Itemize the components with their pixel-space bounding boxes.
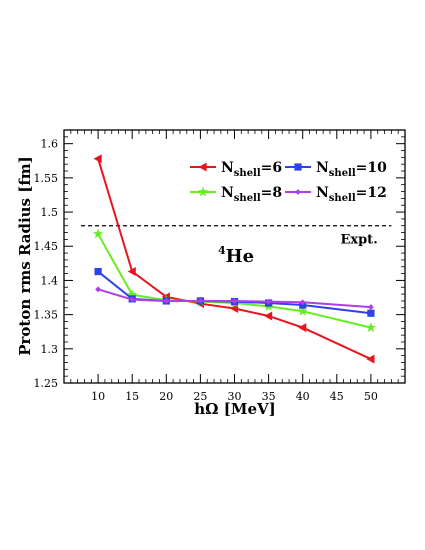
reference-line-group: Expt. [81,225,392,248]
data-point [366,354,375,364]
legend-label: Nshell=12 [316,185,387,204]
x-tick-label: 30 [228,390,242,403]
legend-marker [295,189,301,195]
y-tick-label: 1.25 [34,377,59,390]
data-point [95,286,102,293]
data-point [365,322,377,332]
data-point [93,154,102,164]
legend-item-4: Nshell=12 [285,185,387,204]
nucleus-annotation: 4He [218,244,254,267]
legend-item-3: Nshell=10 [285,160,387,179]
series-line [97,158,372,360]
data-point [367,304,374,311]
data-point [94,267,102,276]
series-line [97,233,372,329]
data-point [92,228,104,239]
legend-label: Nshell=10 [316,160,387,179]
legend: Nshell=6 Nshell=8 Nshell=10 Nshell=12 [190,160,387,204]
data-point [197,298,204,304]
series-line [97,288,371,309]
y-tick-label: 1.45 [34,240,59,253]
data-point [265,298,272,305]
series-layer [92,154,377,364]
x-tick-label: 10 [91,390,105,403]
data-point [129,296,136,303]
series-4 [95,286,374,311]
series-2 [92,228,377,332]
data-point [127,267,136,277]
x-tick-label: 15 [125,390,139,403]
y-axis-title: Proton rms Radius [fm] [16,156,34,356]
data-point [297,305,308,316]
series-1 [93,154,375,364]
x-tick-label: 40 [296,390,310,403]
y-tick-label: 1.5 [41,206,59,219]
expt-label: Expt. [340,233,377,248]
data-point [264,311,273,321]
legend-item-1: Nshell=6 [190,160,282,179]
tick-group: 10 15 20 25 30 35 40 45 50 1.25 1.3 1.35 1.4 1.45 1.5 1… [34,129,405,403]
y-tick-label: 1.35 [34,309,59,322]
legend-marker [294,163,302,171]
data-point [231,298,238,304]
x-tick-label: 25 [193,390,207,403]
legend-marker [197,186,209,197]
legend-label: Nshell=6 [221,160,282,179]
x-axis-title: hΩ [MeV] [194,400,275,418]
data-point [163,298,170,304]
y-tick-label: 1.6 [41,138,59,151]
data-point [298,323,307,333]
y-tick-label: 1.4 [41,274,59,287]
legend-item-2: Nshell=8 [190,185,282,204]
y-tick-label: 1.3 [41,343,59,356]
x-tick-label: 45 [330,390,344,403]
x-tick-label: 20 [159,390,173,403]
x-tick-label: 50 [364,390,378,403]
data-point [367,309,375,317]
x-tick-label: 35 [262,390,276,403]
data-point [127,289,138,300]
legend-marker [198,162,207,172]
y-tick-label: 1.55 [34,172,59,185]
legend-label: Nshell=8 [221,185,282,204]
data-point [299,299,306,306]
